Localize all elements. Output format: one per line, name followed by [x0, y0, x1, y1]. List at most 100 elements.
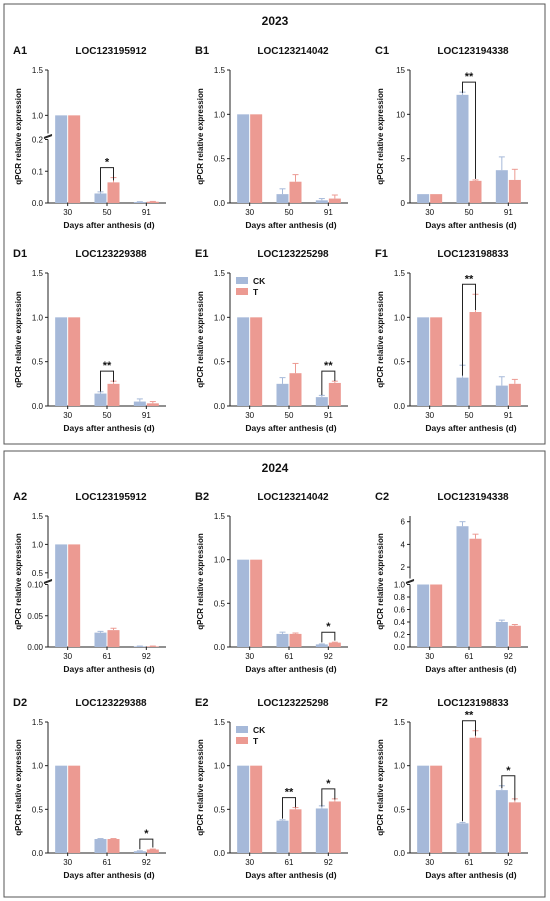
panel-b2-significance-bracket [321, 631, 336, 643]
panel-f2-y-tick-label: 0.0 [394, 849, 406, 858]
panel-f2-xlabel: Days after anthesis (d) [425, 870, 516, 880]
panel-a2-x-tick-label: 92 [142, 652, 151, 661]
panel-e1-y-tick-label: 1.0 [214, 313, 226, 322]
panel-c1-bar-t-91 [508, 179, 521, 203]
panel-e2-legend-label-t: T [253, 736, 259, 746]
panel-a2-bar-ck-61 [94, 632, 107, 647]
panel-e2-significance-mark: * [326, 778, 331, 790]
panel-a1-axis-break-mark [43, 134, 53, 138]
panel-e2-bar-ck-61 [276, 820, 289, 853]
panel-b1-bar-ck-30 [237, 114, 250, 203]
panel-f2-x-tick-label: 30 [425, 858, 434, 867]
panel-e2-legend-swatch-ck [236, 726, 248, 733]
panel-c2-bar-ck-61 [456, 526, 469, 647]
panel-a1-significance-mark: * [105, 157, 110, 169]
panel-c2-y-tick-label: 6 [401, 518, 406, 527]
panel-e2-bar-t-92 [328, 801, 341, 853]
panel-a1-bar-ck-30 [55, 115, 68, 203]
panel-b2-significance-mark: * [326, 621, 331, 633]
panel-f2-ylabel: qPCR relative expression [376, 739, 385, 836]
panel-a2-axis-break-mark [43, 580, 53, 584]
panel-f2-bar-ck-92 [495, 790, 508, 853]
panel-b1-bar-t-30 [250, 114, 263, 203]
panel-b2-ylabel: qPCR relative expression [196, 533, 205, 630]
panel-d2-label: D2 [13, 697, 27, 709]
panel-c1-x-tick-label: 30 [425, 208, 434, 217]
panel-b1-x-tick-label: 50 [285, 208, 294, 217]
panel-b2-bar-ck-30 [237, 559, 250, 647]
panel-e2-x-tick-label: 30 [245, 858, 254, 867]
panel-f2-significance-bracket [462, 720, 476, 822]
panel-b1-x-tick-label: 30 [245, 208, 254, 217]
panel-f1-title: LOC123198833 [437, 249, 509, 260]
panel-e1-label: E1 [195, 248, 208, 260]
panel-e1-legend-swatch-ck [236, 277, 248, 284]
panel-f1-x-tick-label: 50 [465, 411, 474, 420]
panel-a2-xlabel: Days after anthesis (d) [63, 664, 154, 674]
chart-panel-b1: B1 LOC123214042 qPCR relative expression Da… [195, 45, 348, 230]
panel-e2-significance-bracket [282, 797, 296, 819]
panel-f1-y-tick-label: 1.0 [394, 313, 406, 322]
panel-a1-label: A1 [13, 45, 27, 57]
panel-b2-y-tick-label: 1.5 [214, 512, 226, 521]
panel-a2-y-tick-label: 1.0 [32, 540, 44, 549]
panel-a1-bar-ck-50 [94, 193, 107, 203]
panel-a1-y-tick-label: 0.2 [32, 136, 44, 145]
panel-e2-y-tick-label: 1.0 [214, 762, 226, 771]
chart-panel-d1: D1 LOC123229388 qPCR relative expression Da… [13, 248, 166, 433]
panel-e1-legend-label-t: T [253, 287, 259, 297]
panel-e1-legend-swatch-t [236, 288, 248, 295]
panel-c2-x-tick-label: 61 [465, 652, 474, 661]
panel-d2-ylabel: qPCR relative expression [14, 739, 23, 836]
panel-c2-y-tick-label: 1.0 [394, 581, 406, 590]
panel-c2-axis-break-mark [405, 579, 415, 583]
panel-e2-bar-ck-92 [315, 808, 328, 853]
panel-c1-bar-t-50 [469, 180, 482, 203]
panel-f1-bar-ck-91 [495, 385, 508, 406]
panel-d1-significance-bracket [100, 370, 114, 392]
panel-b2-bar-t-92 [328, 642, 341, 647]
panel-a1-xlabel: Days after anthesis (d) [63, 220, 154, 230]
panel-e1-x-tick-label: 30 [245, 411, 254, 420]
panel-c2-y-tick-label: 0.2 [394, 631, 406, 640]
chart-panel-e1: E1 LOC123225298 qPCR relative expression Da… [195, 248, 348, 433]
panel-a2-axis-break-mark [43, 579, 53, 583]
panel-e2-xlabel: Days after anthesis (d) [245, 870, 336, 880]
panel-f1-significance-mark: ** [465, 273, 474, 285]
panel-f1-ylabel: qPCR relative expression [376, 291, 385, 388]
panel-f2-y-tick-label: 1.0 [394, 762, 406, 771]
panel-b2-bar-t-30 [250, 559, 263, 647]
panel-c1-xlabel: Days after anthesis (d) [425, 220, 516, 230]
chart-panel-f1: F1 LOC123198833 qPCR relative expression Da… [375, 248, 528, 433]
panel-e1-bar-t-91 [328, 382, 341, 406]
panel-c2-x-tick-label: 30 [425, 652, 434, 661]
section-title-2024: 2024 [262, 461, 289, 475]
chart-panel-d2: D2 LOC123229388 qPCR relative expression Da… [13, 697, 166, 880]
panel-d2-significance-mark: * [144, 828, 149, 840]
panel-e2-bar-ck-30 [237, 765, 250, 853]
panel-d2-bar-ck-30 [55, 765, 68, 853]
panel-e2-y-tick-label: 0.5 [214, 805, 226, 814]
panel-e1-y-tick-label: 0.0 [214, 402, 226, 411]
panel-e2-legend-swatch-t [236, 737, 248, 744]
panel-f2-significance-bracket [501, 775, 516, 801]
panel-c2-y-tick-label: 0.4 [394, 618, 406, 627]
panel-c2-ylabel: qPCR relative expression [376, 533, 385, 630]
panel-b1-bar-ck-91 [315, 200, 328, 203]
panel-d1-ylabel: qPCR relative expression [14, 291, 23, 388]
panel-b2-xlabel: Days after anthesis (d) [245, 664, 336, 674]
panel-b2-bar-ck-92 [315, 644, 328, 647]
panel-b1-x-tick-label: 91 [324, 208, 333, 217]
panel-a2-x-tick-label: 30 [63, 652, 72, 661]
section-frame-2023 [3, 3, 546, 445]
panel-e1-ylabel: qPCR relative expression [196, 291, 205, 388]
panel-a2-bar-t-30 [68, 544, 81, 647]
panel-f1-label: F1 [375, 248, 388, 260]
panel-c1-bar-ck-91 [495, 170, 508, 203]
panel-a1-bar-t-91 [146, 201, 159, 203]
panel-d1-bar-t-50 [107, 383, 120, 406]
panel-c1-y-tick-label: 0 [401, 199, 406, 208]
panel-d1-xlabel: Days after anthesis (d) [63, 423, 154, 433]
panel-c2-bar-t-92 [508, 625, 521, 647]
panel-d1-y-tick-label: 1.5 [32, 269, 44, 278]
